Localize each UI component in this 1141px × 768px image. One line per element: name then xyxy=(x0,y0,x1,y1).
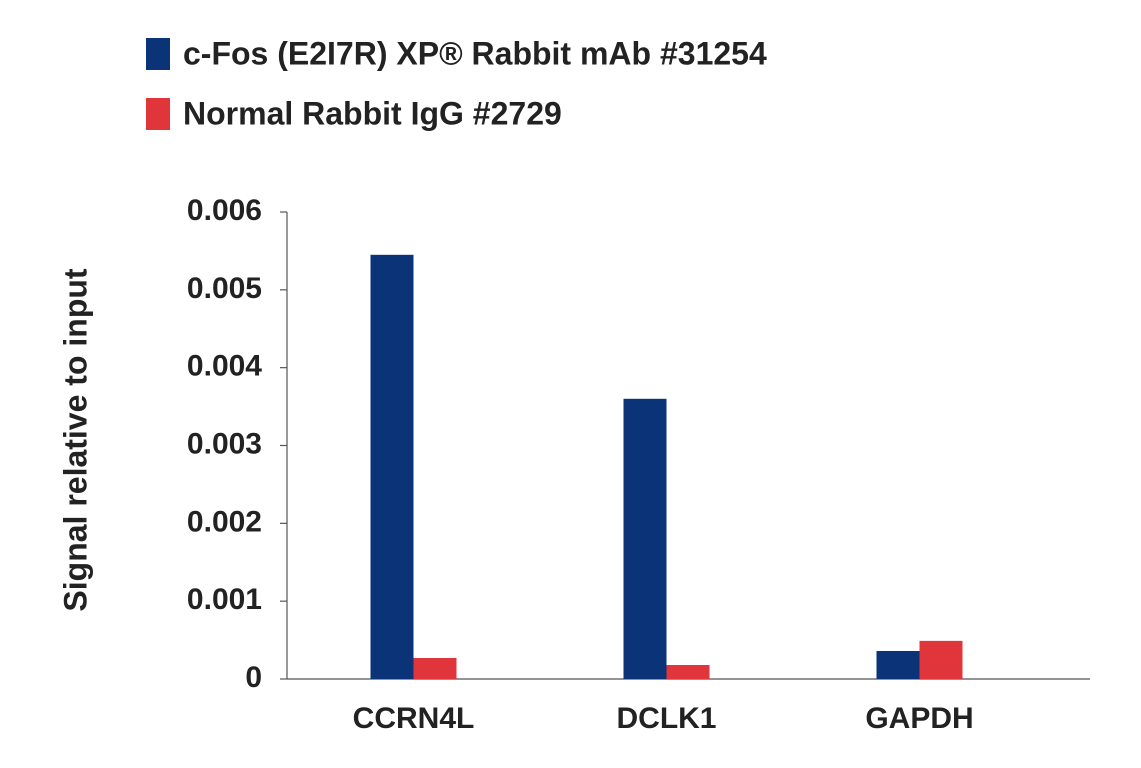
bar xyxy=(370,254,414,679)
y-tick-label: 0.005 xyxy=(187,272,262,305)
legend-swatch xyxy=(146,98,170,130)
bar xyxy=(666,664,710,679)
legend-swatch xyxy=(146,38,170,70)
bar xyxy=(413,657,457,679)
x-tick-label: DCLK1 xyxy=(616,702,716,735)
legend-label: c-Fos (E2I7R) XP® Rabbit mAb #31254 xyxy=(183,35,767,71)
y-tick-label: 0.004 xyxy=(187,350,262,383)
legend-label: Normal Rabbit IgG #2729 xyxy=(183,95,562,131)
x-tick-label: CCRN4L xyxy=(353,702,475,735)
y-tick-label: 0.006 xyxy=(187,194,262,227)
x-tick-label: GAPDH xyxy=(865,702,973,735)
bar xyxy=(876,650,920,679)
y-tick-label: 0.002 xyxy=(187,505,262,538)
y-tick-label: 0.003 xyxy=(187,427,262,460)
y-tick-label: 0.001 xyxy=(187,583,262,616)
bar xyxy=(919,640,963,679)
y-axis-title: Signal relative to input xyxy=(57,268,93,612)
bar xyxy=(623,398,667,679)
y-tick-label: 0 xyxy=(245,661,262,694)
